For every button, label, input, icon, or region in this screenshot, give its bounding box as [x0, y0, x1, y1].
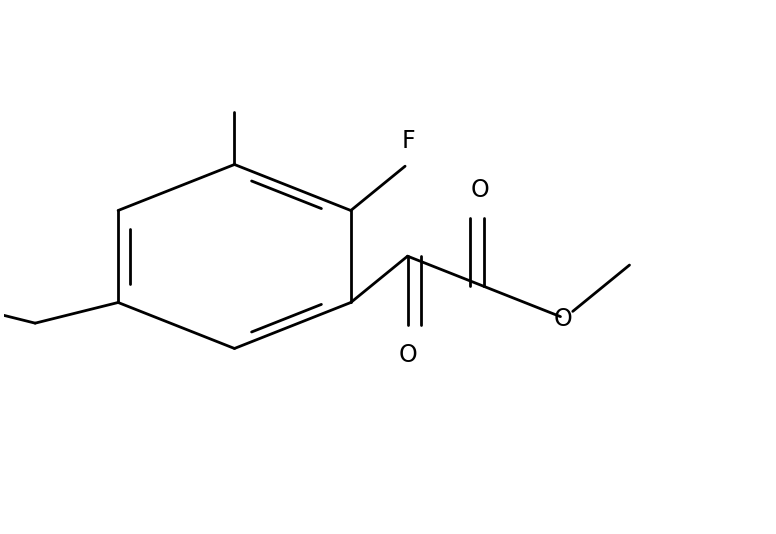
Text: O: O	[471, 178, 490, 202]
Text: O: O	[553, 307, 572, 331]
Text: O: O	[398, 343, 417, 367]
Text: F: F	[402, 129, 416, 153]
